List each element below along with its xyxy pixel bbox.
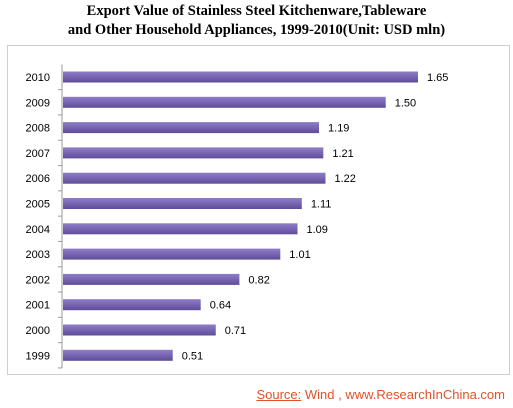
source-label: Source: (256, 387, 302, 402)
category-label: 2009 (26, 97, 50, 109)
bar-2009 (63, 96, 386, 108)
value-label: 1.11 (311, 199, 332, 211)
value-label: 1.01 (289, 249, 310, 261)
category-label: 2000 (26, 325, 50, 337)
bar-2010 (63, 71, 418, 83)
category-label: 2001 (26, 300, 50, 312)
source-text: Wind , www.ResearchInChina.com (301, 387, 505, 402)
category-label: 2004 (26, 224, 50, 236)
bar-2004 (63, 223, 298, 235)
value-label: 0.82 (248, 274, 269, 286)
chart-title: Export Value of Stainless Steel Kitchenw… (0, 2, 513, 40)
title-line-1: Export Value of Stainless Steel Kitchenw… (86, 3, 427, 19)
value-label: 0.64 (210, 300, 231, 312)
bar-2002 (63, 273, 240, 285)
value-label: 0.51 (182, 350, 203, 362)
bar-2008 (63, 122, 320, 134)
source-note: Source: Wind , www.ResearchInChina.com (0, 387, 505, 402)
value-label: 1.21 (332, 148, 353, 160)
value-label: 0.71 (225, 325, 246, 337)
category-label: 2006 (26, 173, 50, 185)
category-label: 2002 (26, 274, 50, 286)
category-label: 2007 (26, 148, 50, 160)
category-label: 2010 (26, 72, 50, 84)
category-label: 1999 (26, 350, 50, 362)
value-label: 1.50 (395, 97, 416, 109)
bar-2001 (63, 299, 201, 311)
bar-2006 (63, 172, 326, 184)
value-label: 1.09 (307, 224, 328, 236)
bar-2003 (63, 248, 281, 260)
value-label: 1.22 (334, 173, 355, 185)
category-label: 2003 (26, 249, 50, 261)
bar-2000 (63, 324, 216, 336)
bar-2007 (63, 147, 324, 159)
category-label: 2008 (26, 123, 50, 135)
bar-1999 (63, 349, 173, 361)
title-line-2: and Other Household Appliances, 1999-201… (67, 22, 446, 38)
value-label: 1.65 (427, 72, 448, 84)
category-label: 2005 (26, 199, 50, 211)
value-label: 1.19 (328, 123, 349, 135)
bar-2005 (63, 198, 302, 209)
